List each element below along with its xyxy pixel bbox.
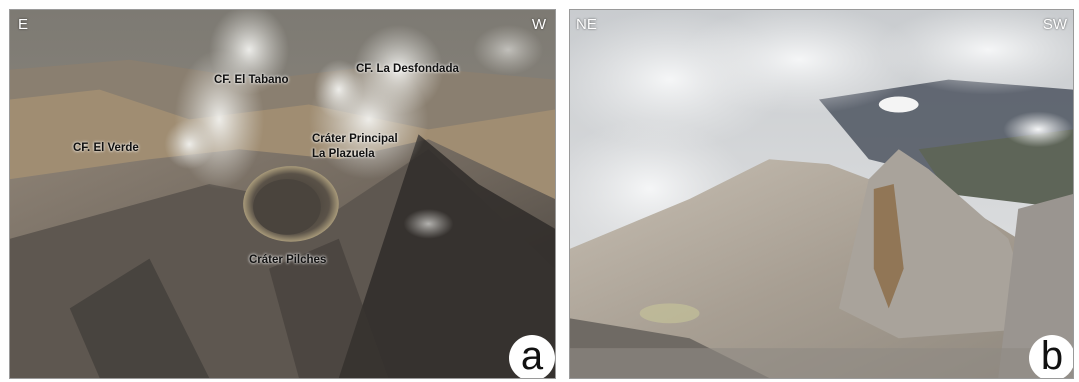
compass-southwest: SW [1042, 16, 1067, 33]
compass-east: E [18, 16, 29, 33]
photo-panel-a: E W CF. El Tabano CF. La Desfondada CF. … [9, 9, 556, 379]
label-cf-el-tabano: CF. El Tabano [214, 74, 289, 86]
cinder-cone-photo [570, 10, 1073, 378]
volcano-aerial-photo [10, 10, 555, 378]
photo-panel-b: NE SW b [569, 9, 1074, 379]
label-cf-la-desfondada: CF. La Desfondada [356, 63, 459, 75]
label-crater-pilches: Cráter Pilches [249, 254, 327, 266]
panel-letter-b: b [1029, 335, 1073, 378]
panel-letter-a: a [509, 335, 555, 378]
label-la-plazuela: La Plazuela [312, 148, 375, 160]
label-cf-el-verde: CF. El Verde [73, 142, 139, 154]
compass-west: W [531, 16, 546, 33]
label-crater-principal: Cráter Principal [312, 133, 398, 145]
compass-northeast: NE [576, 16, 597, 33]
